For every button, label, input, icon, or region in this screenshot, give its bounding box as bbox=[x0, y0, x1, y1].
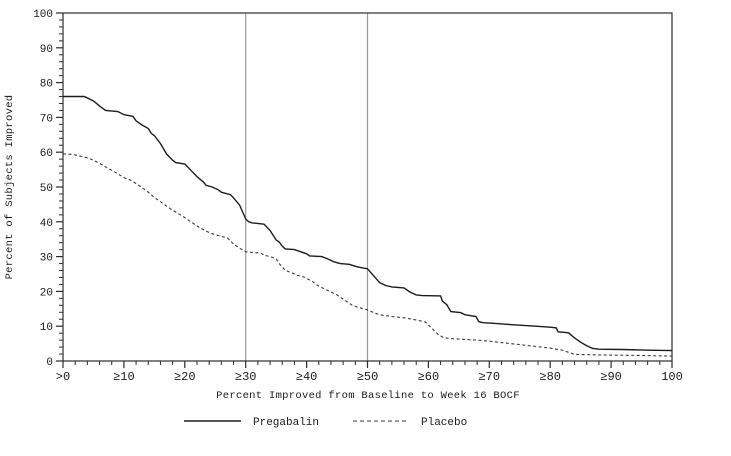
series-pregabalin bbox=[63, 95, 673, 352]
y-tick-label: 100 bbox=[33, 9, 53, 21]
y-tick-label: 50 bbox=[40, 183, 53, 195]
x-tick-label: ≥20 bbox=[174, 370, 196, 384]
x-axis-title: Percent Improved from Baseline to Week 1… bbox=[216, 390, 520, 402]
y-tick-label: 10 bbox=[40, 322, 53, 334]
y-tick-label: 40 bbox=[40, 218, 53, 230]
x-tick-label: ≥40 bbox=[296, 370, 318, 384]
reference-lines bbox=[245, 13, 369, 361]
y-tick-label: 30 bbox=[40, 253, 53, 265]
y-tick-label: 20 bbox=[40, 287, 53, 299]
x-tick-label: >0 bbox=[56, 370, 70, 384]
axis-ticks bbox=[56, 12, 673, 368]
legend-pregabalin-label: Pregabalin bbox=[253, 417, 319, 429]
y-tick-label: 0 bbox=[46, 357, 53, 369]
x-tick-label: 100 bbox=[661, 370, 683, 384]
x-tick-label: ≥90 bbox=[600, 370, 622, 384]
y-tick-label: 70 bbox=[40, 113, 53, 125]
axis-tick-labels: >0 ≥10 ≥20 ≥30 ≥40 ≥50 ≥60 ≥70 ≥80 ≥90 100 0 10 20 30 4… bbox=[33, 9, 683, 384]
x-tick-label: ≥50 bbox=[357, 370, 379, 384]
x-tick-label: ≥30 bbox=[235, 370, 257, 384]
y-axis-title: Percent of Subjects Improved bbox=[4, 95, 16, 280]
y-tick-label: 90 bbox=[40, 44, 53, 56]
y-tick-label: 60 bbox=[40, 148, 53, 160]
series-placebo bbox=[62, 153, 673, 357]
data-series bbox=[62, 95, 673, 357]
x-tick-label: ≥60 bbox=[418, 370, 440, 384]
x-tick-label: ≥10 bbox=[113, 370, 135, 384]
x-tick-label: ≥70 bbox=[478, 370, 500, 384]
y-tick-label: 80 bbox=[40, 79, 53, 91]
legend-placebo-label: Placebo bbox=[421, 417, 467, 429]
x-tick-label: ≥80 bbox=[539, 370, 561, 384]
legend: Pregabalin Placebo bbox=[184, 417, 467, 429]
